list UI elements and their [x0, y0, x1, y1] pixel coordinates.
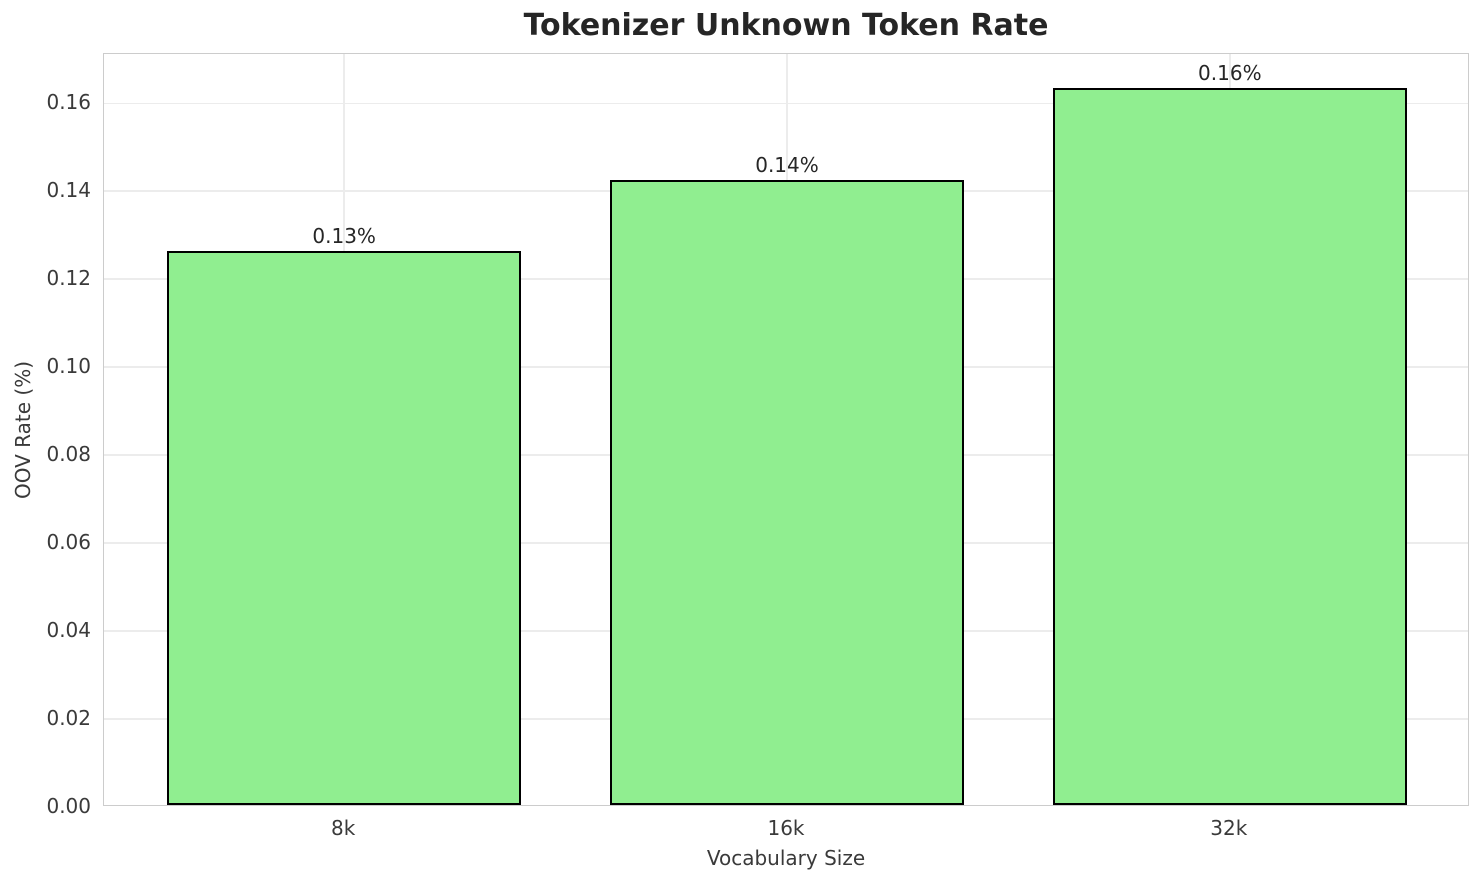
- bar-32k: [1052, 88, 1407, 805]
- bar-value-label: 0.13%: [312, 223, 376, 248]
- y-tick-label: 0.12: [46, 266, 91, 291]
- y-tick-label: 0.10: [46, 354, 91, 379]
- bar-16k: [609, 180, 965, 805]
- bar-8k: [167, 250, 522, 805]
- y-axis-label-container: OOV Rate (%): [8, 53, 38, 806]
- bar-value-label: 0.16%: [1198, 61, 1262, 86]
- y-tick-label: 0.06: [46, 530, 91, 555]
- chart-title: Tokenizer Unknown Token Rate: [523, 8, 1049, 43]
- x-axis-label: Vocabulary Size: [706, 846, 866, 870]
- y-tick-label: 0.08: [46, 442, 91, 467]
- x-tick-label: 16k: [767, 816, 805, 840]
- x-tick-label: 8k: [331, 816, 356, 840]
- plot-area: 0.13% 0.14% 0.16%: [103, 53, 1469, 806]
- h-gridline: [104, 102, 1468, 104]
- y-tick-label: 0.04: [46, 618, 91, 643]
- y-tick-label: 0.02: [46, 706, 91, 731]
- y-tick-label: 0.16: [46, 90, 91, 115]
- bar-value-label: 0.14%: [755, 153, 819, 178]
- x-tick-label: 32k: [1210, 816, 1248, 840]
- y-axis-label: OOV Rate (%): [11, 360, 35, 499]
- y-tick-label: 0.14: [46, 178, 91, 203]
- y-tick-label: 0.00: [46, 794, 91, 818]
